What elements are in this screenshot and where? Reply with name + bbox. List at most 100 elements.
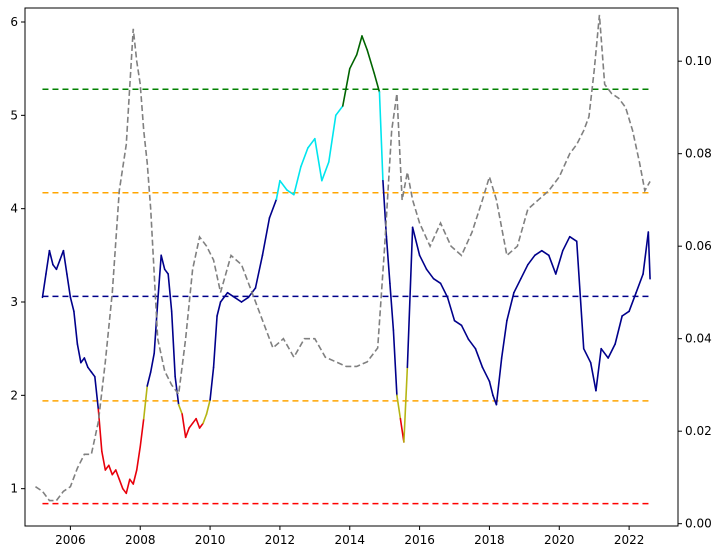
series-0-segment-44 xyxy=(195,417,201,429)
series-0-segment-113 xyxy=(600,347,609,359)
series-0-segment-10 xyxy=(76,343,82,364)
series-0-segment-52 xyxy=(226,291,236,299)
series-0-segment-36 xyxy=(167,273,173,313)
series-0-segment-7 xyxy=(66,273,72,299)
series-0-segment-32 xyxy=(153,301,159,355)
series-0-segment-53 xyxy=(233,296,243,303)
series-0-segment-62 xyxy=(293,165,302,196)
series-0-segment-101 xyxy=(520,263,529,280)
series-0 xyxy=(41,35,651,495)
series-0-segment-115 xyxy=(614,315,623,345)
series-0-segment-99 xyxy=(506,291,515,322)
y-tick-label-5: 6 xyxy=(10,15,18,29)
series-0-segment-100 xyxy=(513,277,522,294)
x-tick-label-2: 2010 xyxy=(195,533,226,547)
series-0-segment-34 xyxy=(160,254,166,271)
series-0-segment-40 xyxy=(181,413,187,439)
series-0-segment-47 xyxy=(205,399,211,415)
series-0-segment-50 xyxy=(216,301,222,317)
series-0-segment-35 xyxy=(163,268,169,275)
series-0-segment-2 xyxy=(48,249,54,266)
series-0-segment-12 xyxy=(83,357,89,369)
series-0-segment-66 xyxy=(321,161,330,182)
plot-series xyxy=(35,14,651,502)
series-0-segment-63 xyxy=(300,147,309,168)
series-0-segment-0 xyxy=(41,273,47,299)
x-tick-label-3: 2012 xyxy=(265,533,296,547)
series-0-segment-30 xyxy=(146,371,152,387)
y-tick-label-0: 1 xyxy=(10,482,18,496)
x-tick-label-0: 2006 xyxy=(55,533,86,547)
series-0-segment-72 xyxy=(361,35,369,51)
y2-tick-label-3: 0.06 xyxy=(685,239,712,253)
series-0-segment-86 xyxy=(425,268,435,280)
series-0-segment-89 xyxy=(446,296,456,322)
series-0-segment-73 xyxy=(366,49,376,75)
series-0-segment-74 xyxy=(373,72,381,93)
series-0-segment-8 xyxy=(69,296,75,313)
series-0-segment-82 xyxy=(403,366,409,443)
series-0-segment-31 xyxy=(149,352,155,373)
y2-tick-label-4: 0.08 xyxy=(685,147,712,161)
y-tick-label-2: 3 xyxy=(10,295,18,309)
series-0-segment-59 xyxy=(275,179,281,201)
series-1-line xyxy=(35,14,651,502)
series-0-segment-76 xyxy=(382,179,388,238)
series-0-segment-60 xyxy=(279,179,288,191)
series-0-segment-64 xyxy=(307,137,316,149)
series-0-segment-92 xyxy=(467,338,477,350)
series-0-segment-49 xyxy=(212,315,218,369)
series-0-segment-6 xyxy=(62,249,68,275)
y-tick-label-4: 5 xyxy=(10,108,18,122)
series-0-segment-14 xyxy=(90,371,96,378)
series-0-segment-45 xyxy=(198,422,204,429)
series-0-segment-20 xyxy=(111,469,117,476)
series-0-segment-39 xyxy=(177,403,183,415)
series-0-segment-68 xyxy=(334,105,344,117)
series-0-segment-43 xyxy=(191,417,197,425)
series-0-segment-57 xyxy=(261,217,271,257)
series-0-segment-84 xyxy=(411,226,421,257)
series-0-segment-46 xyxy=(202,413,208,425)
series-0-segment-98 xyxy=(500,319,508,359)
series-0-segment-110 xyxy=(582,347,592,364)
series-0-segment-19 xyxy=(108,464,114,476)
series-0-segment-77 xyxy=(385,235,391,285)
series-0-segment-97 xyxy=(495,357,503,406)
y2-tick-label-2: 0.04 xyxy=(685,332,712,346)
series-0-segment-83 xyxy=(406,226,414,369)
x-tick-label-5: 2016 xyxy=(404,533,435,547)
series-0-segment-3 xyxy=(52,263,58,271)
series-0-segment-93 xyxy=(474,347,484,369)
series-0-segment-1 xyxy=(45,249,51,275)
series-0-segment-108 xyxy=(568,235,578,243)
series-0-segment-56 xyxy=(254,254,264,289)
series-0-segment-88 xyxy=(439,282,449,299)
series-0-segment-58 xyxy=(268,198,278,219)
series-0-segment-94 xyxy=(481,366,491,383)
series-0-segment-65 xyxy=(314,137,323,182)
y2-tick-label-5: 0.10 xyxy=(685,54,712,68)
x-tick-label-1: 2008 xyxy=(125,533,156,547)
series-0-segment-13 xyxy=(87,366,93,373)
series-0-segment-119 xyxy=(642,231,650,275)
series-0-segment-120 xyxy=(647,231,651,280)
series-0-segment-5 xyxy=(59,249,65,261)
series-0-segment-61 xyxy=(286,189,295,196)
axes: 2006 2008 2010 2012 2014 2016 2018 2020 2022 1 2 3 4… xyxy=(10,15,711,547)
series-0-segment-27 xyxy=(135,445,142,471)
series-0-segment-42 xyxy=(188,422,194,429)
series-0-segment-91 xyxy=(460,324,470,341)
series-0-segment-37 xyxy=(170,310,176,378)
series-0-segment-104 xyxy=(541,249,550,257)
series-0-segment-18 xyxy=(104,464,110,471)
x-tick-label-8: 2022 xyxy=(614,533,645,547)
series-0-segment-29 xyxy=(142,385,149,420)
series-0-segment-67 xyxy=(327,114,337,163)
series-0-segment-112 xyxy=(595,347,602,392)
plot-frame xyxy=(24,7,679,527)
series-0-segment-41 xyxy=(184,427,190,439)
series-0-segment-33 xyxy=(156,254,162,303)
series-0-segment-109 xyxy=(575,240,585,350)
